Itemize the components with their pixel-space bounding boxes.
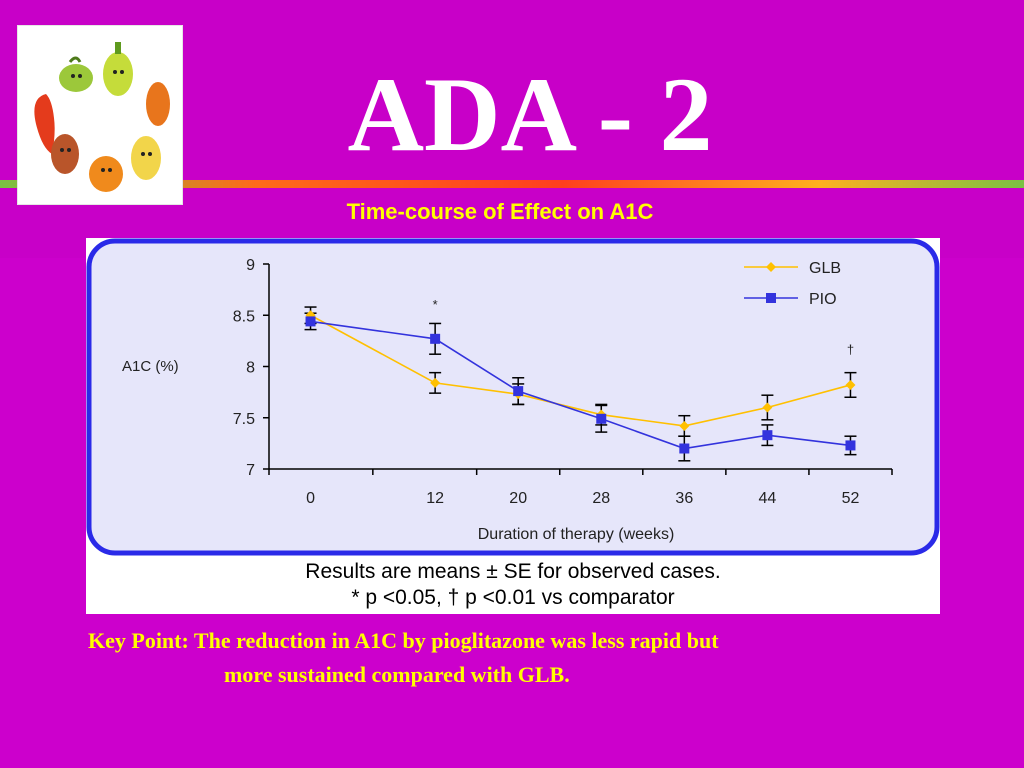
x-axis-label: Duration of therapy (weeks) <box>478 526 675 543</box>
pio-point <box>762 430 773 441</box>
significance-annotation: * <box>433 297 438 312</box>
slide-title: ADA - 2 <box>347 56 713 173</box>
pio-point <box>430 333 441 344</box>
logo <box>17 25 183 205</box>
y-axis-label: A1C (%) <box>122 358 179 375</box>
footnote-results: Results are means ± SE for observed case… <box>305 560 721 583</box>
key-point: Key Point: The reduction in A1C by piogl… <box>88 624 938 692</box>
x-tick-label: 20 <box>509 490 527 507</box>
a1c-line-chart: 7 7.5 8 8.5 9 0 12 20 28 36 44 52 * † GLB PIO A1C (%… <box>86 238 940 556</box>
x-tick-label: 0 <box>306 490 315 507</box>
chart-subtitle: Time-course of Effect on A1C <box>346 199 654 224</box>
footnote-significance: * p <0.05, † p <0.01 vs comparator <box>351 586 675 609</box>
x-tick-label: 36 <box>675 490 693 507</box>
key-point-line-1: Key Point: The reduction in A1C by piogl… <box>88 628 719 653</box>
y-tick-label: 8.5 <box>233 308 255 325</box>
y-tick-label: 7 <box>246 462 255 479</box>
x-tick-label: 28 <box>592 490 610 507</box>
legend-pio-label: PIO <box>809 291 837 308</box>
decorative-stripe <box>0 180 1024 188</box>
glb-point <box>845 379 856 390</box>
glb-point <box>679 420 690 431</box>
chart-panel: 7 7.5 8 8.5 9 0 12 20 28 36 44 52 * † GLB PIO A1C (%… <box>86 238 940 614</box>
cartoon-vegetables-logo-icon <box>34 42 170 192</box>
pio-point <box>305 316 316 327</box>
glb-point <box>430 377 441 388</box>
x-tick-label: 52 <box>842 490 860 507</box>
pio-point <box>596 413 607 424</box>
y-tick-label: 9 <box>246 257 255 274</box>
y-tick-label: 8 <box>246 360 255 377</box>
pio-point <box>513 386 524 397</box>
x-tick-label: 12 <box>426 490 444 507</box>
legend-glb-label: GLB <box>809 260 841 277</box>
legend-glb-marker <box>766 262 776 272</box>
significance-annotation: † <box>847 342 854 357</box>
y-tick-label: 7.5 <box>233 411 255 428</box>
plot-frame <box>86 238 940 556</box>
key-point-line-2: more sustained compared with GLB. <box>224 662 570 687</box>
pio-point <box>679 443 690 454</box>
x-tick-label: 44 <box>759 490 777 507</box>
legend-pio-marker <box>766 293 776 303</box>
pio-point <box>845 440 856 451</box>
glb-point <box>762 402 773 413</box>
